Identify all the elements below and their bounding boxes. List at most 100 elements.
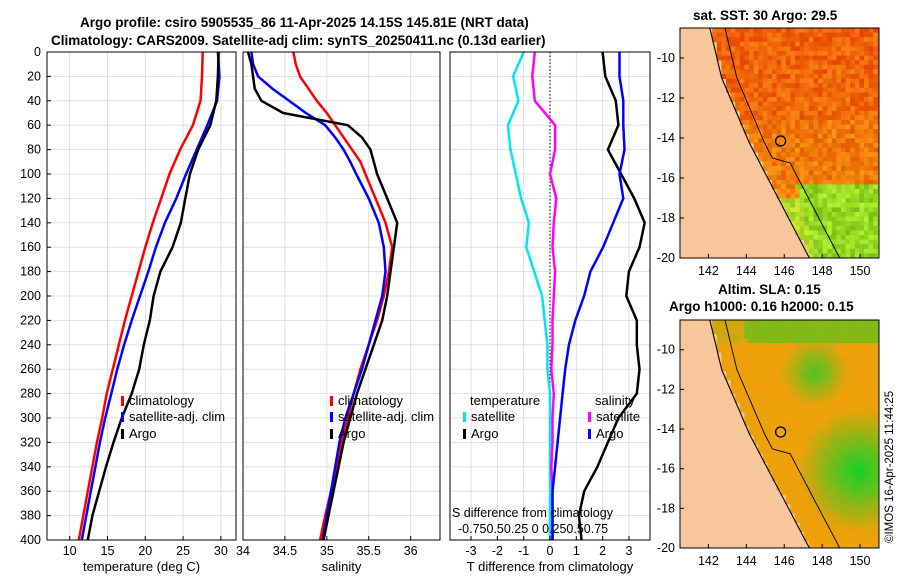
data-cell: [841, 421, 846, 427]
data-cell: [877, 398, 879, 404]
data-cell: [726, 37, 731, 43]
data-cell: [813, 448, 819, 454]
data-cell: [864, 513, 869, 519]
data-cell: [808, 239, 814, 245]
data-cell: [822, 97, 828, 102]
data-cell: [785, 198, 791, 204]
legend-swatch: [588, 412, 591, 422]
data-cell: [822, 425, 828, 431]
data-cell: [877, 389, 879, 394]
data-cell: [808, 485, 814, 491]
data-cell: [868, 235, 874, 240]
data-cell: [744, 370, 750, 376]
data-cell: [827, 55, 833, 61]
data-cell: [772, 347, 777, 353]
data-cell: [818, 490, 823, 496]
data-cell: [813, 202, 819, 208]
data-cell: [785, 143, 791, 148]
data-cell: [804, 244, 810, 250]
data-cell: [836, 74, 842, 79]
data-cell: [804, 462, 810, 468]
data-cell: [850, 74, 856, 79]
data-cell: [877, 120, 879, 125]
data-cell: [726, 55, 731, 61]
data-cell: [776, 379, 782, 385]
data-cell: [758, 64, 764, 70]
data-cell: [854, 133, 860, 139]
y-tick-label: -20: [657, 541, 675, 555]
data-cell: [813, 398, 819, 404]
data-cell: [868, 462, 874, 468]
data-cell: [859, 74, 865, 79]
data-cell: [836, 189, 842, 194]
data-cell: [799, 198, 805, 204]
data-cell: [845, 161, 851, 167]
data-cell: [836, 379, 842, 385]
data-cell: [831, 92, 837, 98]
data-cell: [758, 120, 764, 125]
data-cell: [831, 37, 837, 43]
data-cell: [785, 324, 791, 330]
data-cell: [739, 361, 745, 367]
data-cell: [868, 536, 874, 542]
data-cell: [818, 444, 823, 450]
data-cell: [739, 338, 745, 344]
data-cell: [813, 393, 819, 399]
data-cell: [864, 55, 869, 61]
data-cell: [845, 485, 851, 491]
x-tick-label: -1: [518, 544, 529, 558]
data-cell: [790, 28, 796, 33]
data-cell: [781, 74, 787, 79]
data-cell: [776, 106, 782, 112]
data-cell: [868, 106, 874, 112]
data-cell: [877, 193, 879, 199]
data-cell: [818, 32, 823, 38]
data-cell: [808, 416, 814, 422]
data-cell: [772, 370, 777, 376]
data-cell: [804, 338, 810, 344]
data-cell: [877, 152, 879, 158]
data-cell: [836, 361, 842, 367]
data-cell: [836, 430, 842, 436]
data-cell: [818, 462, 823, 468]
data-cell: [859, 416, 865, 422]
data-cell: [859, 170, 865, 176]
data-cell: [859, 46, 865, 52]
data-cell: [790, 189, 796, 194]
data-cell: [744, 32, 750, 38]
data-cell: [808, 435, 814, 440]
data-cell: [822, 499, 828, 505]
data-cell: [795, 193, 800, 199]
data-cell: [808, 375, 814, 381]
data-cell: [836, 540, 842, 546]
data-cell: [804, 444, 810, 450]
data-cell: [785, 476, 791, 482]
data-cell: [818, 221, 823, 227]
data-cell: [776, 476, 782, 482]
data-cell: [749, 124, 754, 130]
data-cell: [845, 74, 851, 79]
data-cell: [845, 147, 851, 153]
y-tick-label: 80: [27, 143, 41, 157]
data-cell: [868, 239, 874, 245]
data-cell: [739, 69, 745, 75]
data-cell: [831, 170, 837, 176]
data-cell: [772, 439, 777, 445]
data-cell: [827, 152, 833, 158]
data-cell: [781, 28, 787, 33]
data-cell: [808, 28, 814, 33]
data-cell: [799, 439, 805, 445]
data-cell: [808, 398, 814, 404]
x-tick-label: -2: [492, 544, 503, 558]
data-cell: [795, 448, 800, 454]
data-cell: [744, 60, 750, 66]
data-cell: [781, 343, 787, 348]
data-cell: [781, 152, 787, 158]
data-cell: [845, 444, 851, 450]
data-cell: [781, 170, 787, 176]
data-cell: [822, 540, 828, 546]
data-cell: [813, 175, 819, 181]
data-cell: [726, 370, 731, 376]
data-cell: [845, 92, 851, 98]
data-cell: [818, 101, 823, 107]
